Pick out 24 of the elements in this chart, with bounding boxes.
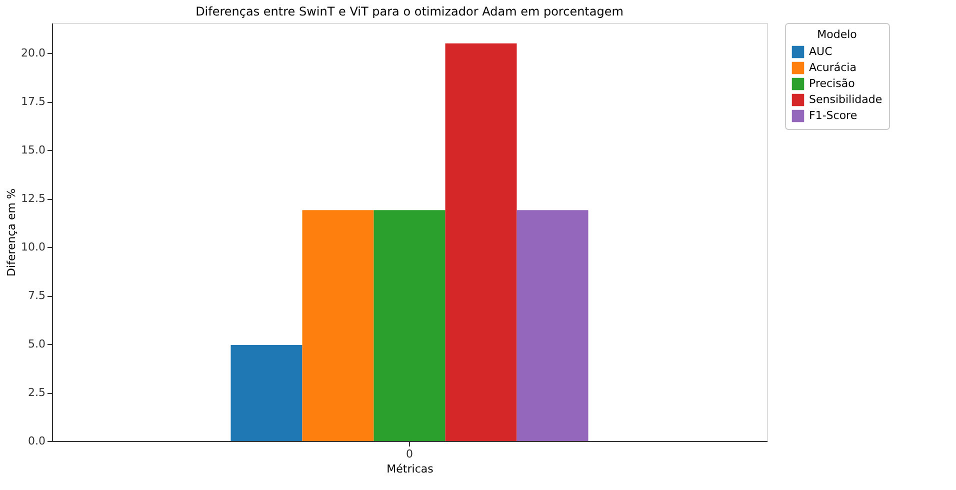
bar xyxy=(374,210,446,441)
bar xyxy=(230,344,302,441)
y-tick-label: 10.0 xyxy=(21,240,46,254)
y-tick-label: 5.0 xyxy=(28,338,46,351)
legend-title: Modelo xyxy=(817,28,858,41)
y-tick-label: 17.5 xyxy=(21,95,46,108)
legend-label: Precisão xyxy=(809,77,856,90)
legend-label: Acurácia xyxy=(809,61,856,74)
y-axis-title: Diferença em % xyxy=(5,188,18,276)
y-tick-label: 12.5 xyxy=(21,192,46,206)
bar xyxy=(445,43,517,441)
bar xyxy=(302,210,374,441)
x-tick-label: 0 xyxy=(406,448,413,460)
bar xyxy=(516,210,588,441)
legend-label: AUC xyxy=(809,45,833,58)
y-tick-label: 20.0 xyxy=(21,46,46,60)
y-tick-label: 2.5 xyxy=(28,386,46,400)
y-tick-label: 0.0 xyxy=(28,434,46,448)
y-tick-label: 7.5 xyxy=(28,289,46,302)
x-axis-title: Métricas xyxy=(386,462,434,476)
legend-label: Sensibilidade xyxy=(809,93,882,106)
legend-label: F1-Score xyxy=(809,109,858,122)
chart-title: Diferenças entre SwinT e ViT para o otimizador Adam em porcentagem xyxy=(196,4,624,18)
y-tick-label: 15.0 xyxy=(21,144,46,157)
